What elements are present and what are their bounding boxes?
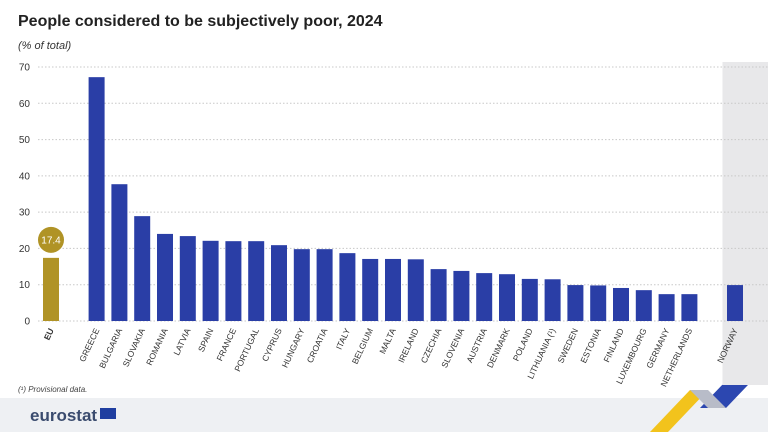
bar — [499, 274, 515, 321]
y-tick-label: 60 — [19, 99, 31, 110]
x-tick-label: AUSTRIA — [464, 326, 489, 364]
y-tick-label: 30 — [19, 208, 31, 219]
bar — [567, 285, 584, 321]
bar — [43, 257, 59, 321]
x-tick-label: HUNGARY — [280, 326, 307, 369]
y-tick-label: 50 — [19, 135, 31, 146]
x-tick-label: EU — [42, 327, 56, 342]
bar — [134, 216, 151, 321]
value-badge — [38, 226, 64, 253]
bar — [248, 241, 265, 321]
footnote: (¹) Provisional data. — [18, 385, 87, 394]
y-tick-label: 40 — [19, 171, 31, 182]
logo-text: eurostat — [30, 406, 97, 425]
bar — [293, 249, 310, 321]
x-tick-label: MALTA — [377, 326, 398, 355]
bar — [635, 290, 652, 321]
bar — [111, 184, 128, 321]
bar — [407, 259, 424, 321]
y-tick-label: 10 — [19, 280, 31, 291]
x-tick-label: ITALY — [334, 326, 353, 351]
bar — [157, 233, 173, 321]
bar — [544, 279, 561, 321]
bar — [316, 249, 333, 321]
x-tick-label: CROATIA — [305, 326, 330, 364]
bar — [430, 269, 447, 321]
x-tick-label: LATVIA — [171, 326, 192, 356]
chart-title: People considered to be subjectively poo… — [18, 13, 383, 30]
bar — [727, 285, 743, 321]
bar — [658, 294, 675, 321]
y-tick-label: 70 — [19, 63, 31, 74]
y-tick-label: 0 — [24, 317, 30, 328]
x-tick-label: FINLAND — [601, 327, 625, 364]
x-tick-label: BELGIUM — [350, 327, 375, 366]
bar — [362, 258, 379, 321]
bar — [179, 236, 196, 321]
x-tick-label: SPAIN — [196, 327, 216, 354]
x-tick-label: SLOVENIA — [439, 326, 466, 369]
bar — [453, 270, 470, 321]
logo-flag — [100, 408, 116, 419]
bar — [385, 258, 401, 321]
bar — [613, 287, 629, 321]
bar — [271, 245, 287, 321]
group-band — [722, 62, 768, 385]
bar — [88, 77, 105, 321]
x-tick-label: ROMANIA — [144, 326, 170, 366]
decor — [650, 390, 708, 432]
x-tick-label: IRELAND — [396, 327, 421, 365]
x-tick-label: CZECHIA — [419, 326, 444, 364]
x-tick-label: GREECE — [77, 326, 101, 363]
x-tick-label: ESTONIA — [578, 326, 603, 364]
bar — [339, 253, 356, 321]
x-tick-label: POLAND — [511, 327, 535, 363]
x-tick-label: CYPRUS — [260, 326, 284, 363]
chart-subtitle: (% of total) — [18, 40, 72, 52]
x-tick-label: SWEDEN — [555, 327, 580, 365]
footer-band — [0, 398, 768, 432]
bar — [681, 294, 698, 321]
bar — [521, 278, 538, 321]
x-tick-label: FRANCE — [214, 326, 238, 362]
x-tick-label: DENMARK — [485, 326, 512, 369]
bar — [202, 240, 219, 321]
decor — [690, 390, 726, 408]
value-label: 17.4 — [41, 235, 61, 246]
bar — [225, 241, 242, 321]
y-tick-label: 20 — [19, 244, 31, 255]
bar — [590, 285, 607, 321]
bar — [476, 273, 493, 321]
